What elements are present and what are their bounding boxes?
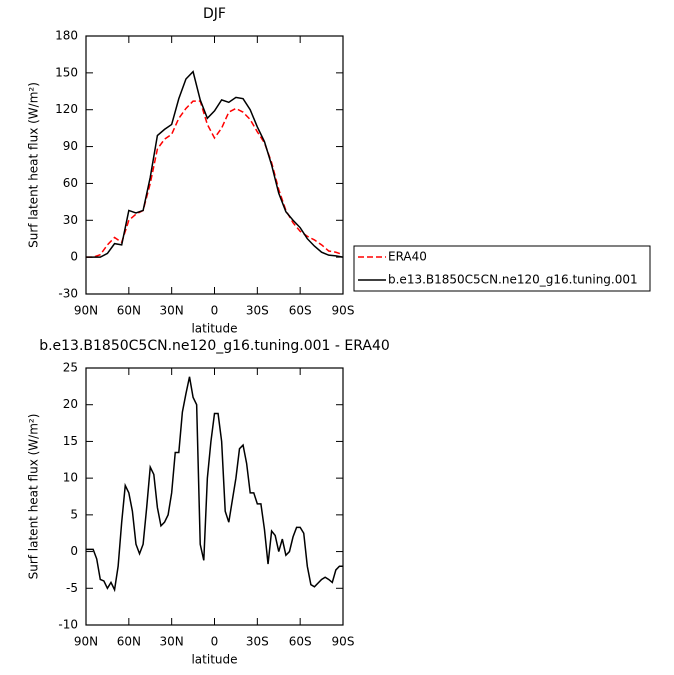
series-line bbox=[86, 376, 343, 593]
x-axis-label: latitude bbox=[191, 322, 237, 336]
legend-label: ERA40 bbox=[388, 250, 427, 264]
x-tick-label: 30N bbox=[160, 635, 184, 649]
y-tick-label: 20 bbox=[63, 397, 78, 411]
x-tick-label: 60N bbox=[117, 304, 141, 318]
chart-title: b.e13.B1850C5CN.ne120_g16.tuning.001 - E… bbox=[39, 338, 390, 354]
y-tick-label: 90 bbox=[63, 139, 78, 153]
x-tick-label: 60S bbox=[289, 635, 312, 649]
legend-box bbox=[353, 245, 651, 292]
y-tick-label: 60 bbox=[63, 176, 78, 190]
x-tick-label: 0 bbox=[211, 635, 219, 649]
plot-frame bbox=[85, 35, 344, 295]
y-tick-label: 30 bbox=[63, 213, 78, 227]
series-line bbox=[86, 70, 344, 258]
y-axis-label: Surf latent heat flux (W/m²) bbox=[27, 82, 41, 248]
legend-label: b.e13.B1850C5CN.ne120_g16.tuning.001 bbox=[388, 273, 638, 287]
y-tick-label: 15 bbox=[63, 434, 78, 448]
x-axis-label: latitude bbox=[191, 653, 237, 667]
x-tick-label: 60S bbox=[289, 304, 312, 318]
y-tick-label: -10 bbox=[58, 618, 78, 632]
y-tick-label: -30 bbox=[58, 287, 78, 301]
x-tick-label: 30N bbox=[160, 304, 184, 318]
x-tick-label: 90N bbox=[74, 304, 98, 318]
chart-title: DJF bbox=[203, 6, 226, 22]
y-tick-label: 10 bbox=[63, 471, 78, 485]
y-tick-label: 0 bbox=[70, 544, 78, 558]
x-tick-label: 90S bbox=[332, 635, 355, 649]
x-tick-label: 0 bbox=[211, 304, 219, 318]
x-tick-label: 60N bbox=[117, 635, 141, 649]
series-line bbox=[86, 100, 344, 258]
y-tick-label: 25 bbox=[63, 361, 78, 375]
y-tick-label: 5 bbox=[70, 507, 78, 521]
y-tick-label: 180 bbox=[55, 29, 78, 43]
plot-frame bbox=[85, 367, 344, 626]
y-tick-label: -5 bbox=[66, 581, 78, 595]
x-tick-label: 90S bbox=[332, 304, 355, 318]
y-tick-label: 120 bbox=[55, 102, 78, 116]
y-tick-label: 0 bbox=[70, 250, 78, 264]
y-tick-label: 150 bbox=[55, 65, 78, 79]
x-tick-label: 30S bbox=[246, 304, 269, 318]
x-tick-label: 30S bbox=[246, 635, 269, 649]
x-tick-label: 90N bbox=[74, 635, 98, 649]
y-axis-label: Surf latent heat flux (W/m²) bbox=[27, 414, 41, 580]
